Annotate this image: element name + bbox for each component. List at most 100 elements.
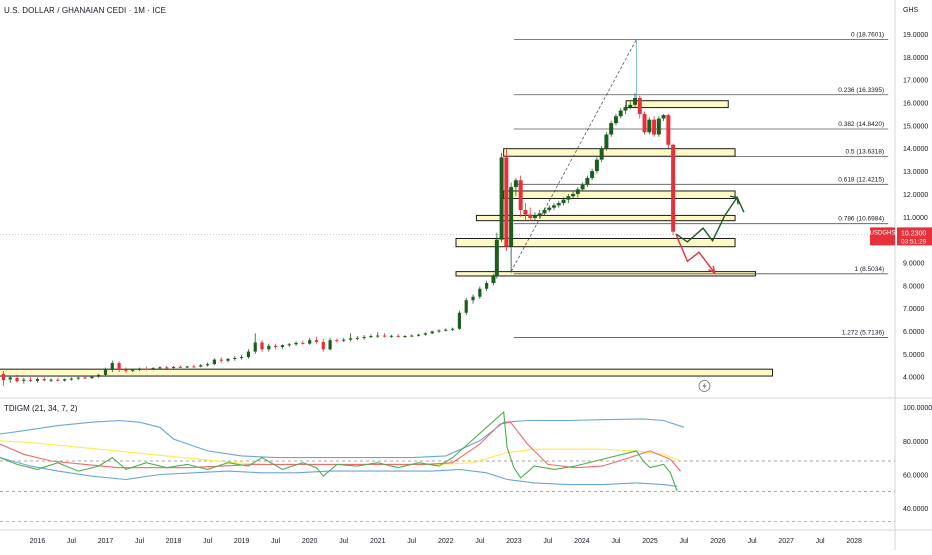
- time-tick-label: Jul: [271, 538, 280, 545]
- zones-layer: [0, 100, 773, 377]
- candle-body: [637, 97, 642, 114]
- candle-body: [457, 312, 462, 329]
- candle-body: [628, 104, 633, 108]
- time-tick-label: 2024: [574, 538, 590, 545]
- time-tick-label: Jul: [135, 538, 144, 545]
- candle-body: [618, 110, 623, 117]
- candle-body: [528, 214, 533, 218]
- price-badge-price: 10.2300: [901, 230, 926, 237]
- candle-body: [437, 330, 441, 332]
- chart-title: U.S. DOLLAR / GHANAIAN CEDI · 1M · ICE: [4, 6, 167, 15]
- indicator-tick-label: 100.0000: [903, 405, 932, 412]
- candle-body: [328, 340, 332, 350]
- candle-body: [623, 107, 628, 111]
- time-tick-label: Jul: [407, 538, 416, 545]
- candle-body: [416, 334, 421, 336]
- candle-body: [566, 196, 571, 200]
- candle-body: [246, 351, 251, 358]
- price-tick-label: 16.0000: [903, 101, 928, 108]
- price-tick-label: 6.0000: [903, 329, 925, 336]
- candle-body: [478, 288, 482, 297]
- candle-body: [594, 159, 599, 172]
- support-resistance-zone: [625, 100, 729, 109]
- candle-body: [542, 209, 547, 214]
- candle-body: [35, 379, 40, 381]
- candle-body: [430, 331, 434, 334]
- candle-body: [561, 199, 566, 204]
- price-tick-label: 19.0000: [903, 32, 928, 39]
- candle-body: [131, 369, 135, 371]
- candle-body: [151, 368, 155, 370]
- candle-body: [423, 333, 427, 335]
- time-tick-label: Jul: [339, 538, 348, 545]
- support-resistance-zone: [503, 148, 736, 157]
- candle-body: [666, 115, 671, 145]
- price-badge-symbol: USDGHS: [870, 230, 896, 236]
- price-tick-label: 13.0000: [903, 169, 928, 176]
- price-tick-label: 11.0000: [903, 215, 928, 222]
- candle-body: [15, 377, 19, 382]
- candle-body: [301, 342, 305, 344]
- indicator-tick-label: 60.0000: [903, 472, 928, 479]
- indicator-layer: 100.0000 80.0000 60.0000 40.0000: [0, 405, 932, 523]
- candle-body: [652, 119, 657, 135]
- price-tick-label: 4.0000: [903, 375, 925, 382]
- price-tick-label: 5.0000: [903, 352, 925, 359]
- candle-body: [144, 368, 148, 370]
- candle-body: [171, 366, 176, 368]
- candle-body: [382, 335, 387, 337]
- candle-body: [253, 342, 257, 352]
- candle-body: [103, 369, 108, 375]
- candle-body: [609, 123, 614, 135]
- candle-body: [532, 215, 537, 218]
- indicator-tick-label: 40.0000: [903, 506, 928, 513]
- fib-trend-line: [510, 39, 637, 272]
- candle-body: [523, 209, 528, 215]
- support-resistance-zone: [503, 190, 736, 200]
- candle-body: [185, 366, 189, 368]
- candle-body: [199, 365, 203, 367]
- projection-down-arrowhead: [708, 265, 716, 275]
- candle-body: [571, 193, 576, 197]
- fibonacci-layer: 0 (18.7601) 0.236 (16.3395) 0.382 (14.8420…: [510, 31, 889, 338]
- time-tick-label: 2025: [642, 538, 658, 545]
- candle-body: [308, 340, 312, 344]
- axis-layer: 19.0000 18.0000 17.0000 16.0000 15.0000 14.00…: [30, 32, 929, 545]
- indicator-series-line: [0, 457, 678, 487]
- candle-body: [509, 187, 514, 247]
- candle-body: [599, 148, 604, 160]
- projection-down-path: [675, 233, 716, 274]
- candle-body: [233, 357, 237, 359]
- projection-layer: [675, 195, 745, 392]
- fib-level-label: 0.786 (10.6984): [838, 216, 884, 223]
- indicator-series-line: [0, 410, 678, 492]
- price-tick-label: 17.0000: [903, 78, 928, 85]
- support-resistance-zone: [0, 368, 773, 377]
- candle-body: [49, 379, 53, 381]
- candle-body: [212, 359, 216, 365]
- candle-body: [590, 171, 595, 178]
- candle-body: [518, 180, 523, 210]
- fib-level-label: 1 (8.5034): [855, 266, 885, 273]
- candle-body: [580, 184, 585, 190]
- candle-body: [56, 379, 60, 381]
- price-tick-label: 9.0000: [903, 260, 925, 267]
- candle-body: [671, 144, 676, 232]
- fib-level-label: 0.236 (16.3395): [838, 87, 884, 94]
- fib-level-label: 0.5 (13.6318): [846, 149, 885, 156]
- candle-body: [633, 97, 638, 105]
- candle-body: [267, 345, 271, 350]
- candle-body: [362, 336, 366, 338]
- fib-level-label: 1.272 (5.7136): [842, 330, 884, 337]
- time-tick-label: 2016: [30, 538, 46, 545]
- candle-body: [355, 337, 359, 339]
- candle-body: [274, 345, 278, 348]
- time-tick-label: 2018: [166, 538, 182, 545]
- candle-body: [410, 335, 414, 337]
- candle-body: [504, 157, 509, 247]
- candle-body: [547, 207, 552, 210]
- indicator-series-line: [0, 418, 685, 459]
